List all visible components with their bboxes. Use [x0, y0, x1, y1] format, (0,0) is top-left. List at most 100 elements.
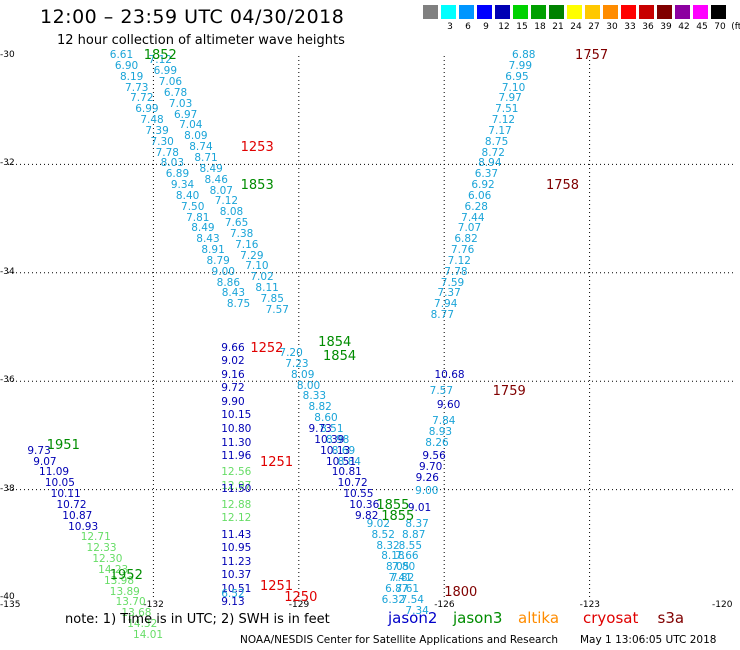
legend-label: 42 [678, 22, 690, 32]
wave-height-value: 8.18 [381, 550, 405, 563]
legend-swatch [567, 5, 582, 19]
wave-height-value: 8.51 [320, 422, 344, 435]
wave-height-value: 8.43 [196, 233, 220, 246]
wave-height-value: 8.87 [402, 528, 426, 541]
wave-height-value: 10.87 [62, 509, 93, 522]
wave-height-value: 9.56 [422, 450, 446, 463]
wave-height-value: 6.06 [467, 189, 492, 202]
wave-height-value: 9.82 [355, 509, 379, 522]
wave-height-value: 8.79 [206, 254, 230, 267]
wave-height-value: 7.20 [279, 347, 303, 360]
wave-height-value: 6.82 [454, 233, 478, 246]
wave-height-value: 7.12 [148, 54, 172, 67]
legend-label: 3 [447, 22, 453, 32]
legend-label: 70 [714, 22, 726, 32]
wave-height-value: 7.39 [145, 124, 169, 137]
pass-time-label: 1855 [376, 497, 410, 513]
wave-height-value: 8.03 [160, 157, 185, 170]
wave-height-value: 9.02 [221, 355, 245, 368]
latitude-tick-label: -40 [0, 592, 15, 602]
pass-time-label: 1251 [260, 579, 294, 595]
wave-height-value: 6.89 [165, 168, 190, 181]
wave-height-value: 6.90 [114, 59, 139, 72]
satellite-altika: altika [518, 609, 560, 627]
wave-height-value: 7.34 [405, 604, 429, 617]
legend-label: 6 [465, 22, 471, 32]
wave-height-value: 7.80 [391, 561, 416, 574]
wave-height-value: 8.09 [291, 368, 315, 381]
legend-swatch [639, 5, 654, 19]
legend-swatch [495, 5, 510, 19]
wave-height-value: 10.72 [337, 477, 368, 490]
wave-height-value: 7.51 [495, 103, 519, 116]
wave-height-value: 7.10 [245, 260, 269, 273]
wave-height-value: 6.32 [381, 593, 406, 606]
wave-height-value: 8.49 [199, 162, 223, 175]
latitude-tick-label: -30 [0, 50, 15, 60]
wave-height-value: 8.00 [296, 379, 321, 392]
wave-height-value: 7.61 [395, 582, 420, 595]
page-subtitle: 12 hour collection of altimeter wave hei… [57, 33, 345, 48]
wave-height-value: 7.37 [437, 287, 461, 300]
wave-height-value: 10.51 [325, 455, 356, 468]
legend-label: 21 [552, 22, 564, 32]
wave-height-value: 8.93 [428, 425, 453, 438]
wave-height-value: 8.32 [376, 539, 400, 552]
wave-height-value: 7.29 [240, 249, 264, 262]
wave-height-value: 10.13 [320, 444, 351, 457]
wave-height-value: 6.97 [173, 108, 198, 121]
page-title: 12:00 – 23:59 UTC 04/30/2018 [40, 6, 345, 28]
pass-time-label: 1759 [492, 384, 526, 400]
wave-height-value: 10.05 [44, 477, 75, 490]
wave-height-value: 8.37 [405, 517, 429, 530]
legend-swatch [585, 5, 600, 19]
wave-height-value: 7.57 [265, 303, 289, 316]
wave-height-value: 9.13 [221, 596, 245, 609]
wave-height-value: 7.78 [444, 265, 468, 278]
wave-height-value: 9.02 [366, 517, 391, 530]
longitude-tick-label: -120 [712, 600, 733, 610]
wave-height-value: 6.95 [505, 70, 529, 83]
wave-height-value: 8.40 [175, 189, 200, 202]
wave-height-value: 9.16 [221, 368, 245, 381]
footer-note: note: 1) Time is in UTC; 2) SWH is in fe… [65, 612, 330, 627]
wave-height-value: 8.98 [325, 433, 350, 446]
pass-time-label: 1250 [284, 590, 318, 605]
legend-label: 30 [606, 22, 618, 32]
pass-time-label: 1251 [260, 454, 294, 470]
wave-height-value: 6.78 [163, 86, 188, 99]
wave-height-value: 9.00 [211, 265, 235, 278]
wave-height-value: 8.49 [191, 222, 215, 235]
wave-height-value: 13.98 [103, 574, 135, 587]
wave-height-value: 7.59 [440, 276, 465, 289]
wave-height-value: 8.55 [398, 539, 423, 552]
wave-height-value: 8.11 [255, 282, 279, 295]
wave-height-value: 8.86 [216, 276, 241, 289]
legend-label: 45 [696, 22, 708, 32]
legend-label: 9 [483, 22, 489, 32]
legend-swatch [459, 5, 474, 19]
timestamp: May 1 13:06:05 UTC 2018 [580, 634, 717, 646]
wave-height-value: 11.30 [221, 436, 252, 449]
wave-height-value: 6.87 [385, 582, 409, 595]
legend-swatch [477, 5, 492, 19]
wave-height-value: 8.75 [226, 298, 251, 311]
legend-swatch [621, 5, 636, 19]
pass-time-label: 1952 [109, 568, 143, 584]
wave-height-value: 7.44 [461, 211, 485, 224]
wave-height-value: 7.84 [432, 414, 456, 427]
wave-height-value: 8.71 [194, 151, 218, 164]
wave-height-value: 6.52 [221, 588, 245, 601]
wave-height-value: 10.80 [221, 422, 252, 435]
wave-height-value: 7.04 [179, 119, 203, 132]
wave-height-value: 9.70 [418, 460, 443, 473]
wave-height-value: 7.72 [130, 92, 154, 105]
wave-height-value: 7.06 [158, 76, 183, 89]
wave-height-value: 7.38 [229, 227, 254, 240]
wave-height-value: 8.33 [302, 390, 327, 403]
wave-height-value: 7.85 [260, 292, 284, 305]
wave-height-value: 7.23 [285, 357, 309, 370]
wave-height-value: 13.70 [115, 596, 146, 609]
wave-height-value: 9.07 [33, 455, 57, 468]
